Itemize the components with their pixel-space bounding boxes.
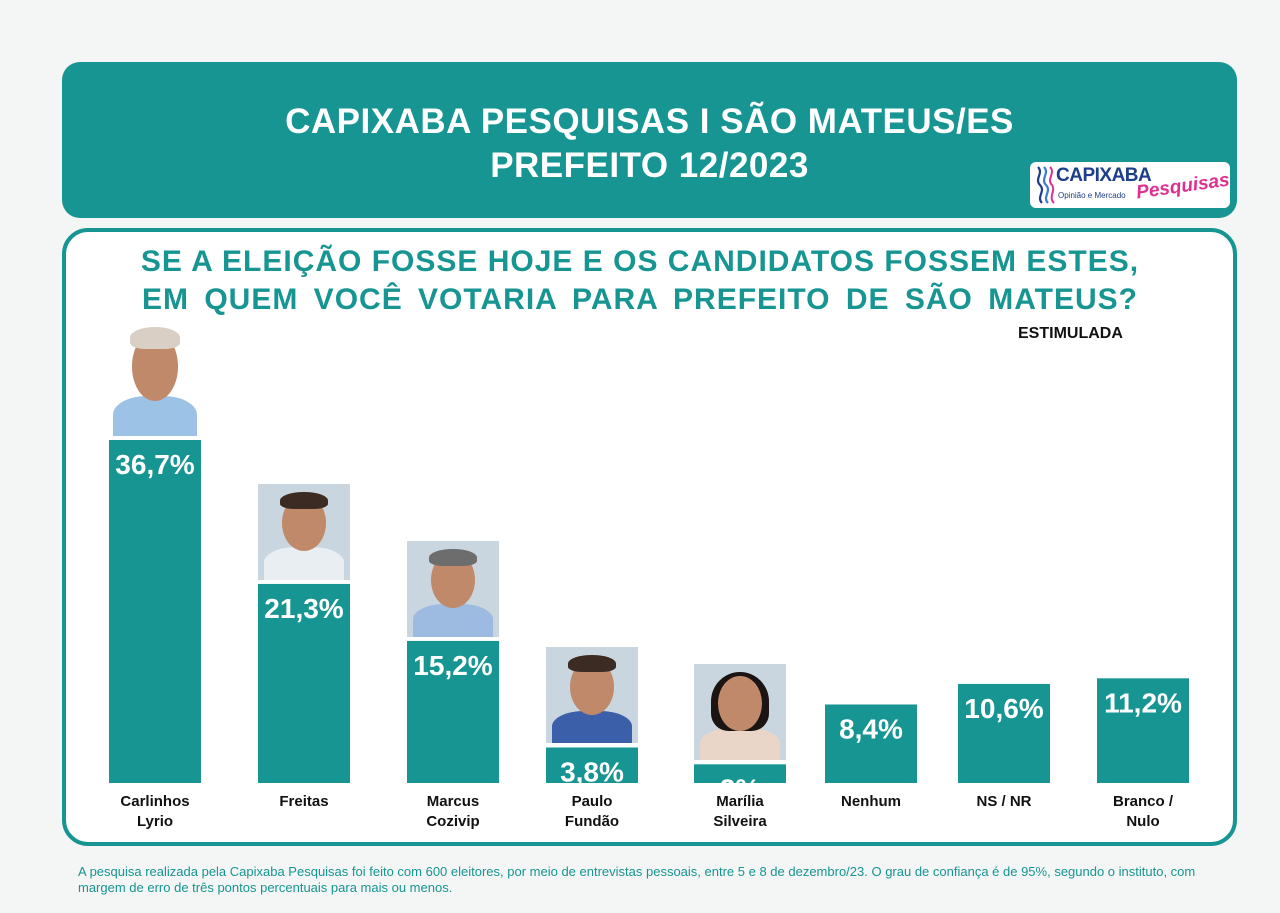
candidate-shirt bbox=[112, 395, 198, 436]
category-label-line: Branco / bbox=[1112, 793, 1173, 810]
category-label-7: Branco / Nulo bbox=[1073, 792, 1213, 832]
bar-7 bbox=[1097, 678, 1189, 783]
capixaba-logo: CAPIXABA Pesquisas Opinião e Mercado bbox=[1030, 162, 1231, 208]
category-label-line: Marcus bbox=[426, 793, 480, 810]
bar-4 bbox=[694, 764, 786, 783]
candidate-shirt bbox=[263, 547, 345, 580]
bar-value-label-2: 15,2% bbox=[413, 650, 492, 681]
candidate-face bbox=[717, 675, 763, 732]
category-label-3: Paulo Fundão bbox=[522, 792, 662, 832]
category-label-0: Carlinhos Lyrio bbox=[85, 792, 225, 832]
category-label-line: Lyrio bbox=[136, 813, 174, 830]
candidate-hair bbox=[280, 491, 328, 509]
category-label-line: Nulo bbox=[1126, 813, 1160, 830]
header-subtitle: PREFEITO 12/2023 bbox=[490, 146, 809, 185]
category-label-1: Freitas bbox=[234, 792, 374, 812]
question-type: ESTIMULADA bbox=[1018, 325, 1123, 342]
bar-value-label-1: 21,3% bbox=[264, 593, 343, 624]
bar-0 bbox=[109, 440, 201, 783]
logo-waves-icon bbox=[1036, 166, 1055, 204]
category-label-5: Nenhum bbox=[801, 792, 941, 812]
category-label-line: Paulo bbox=[571, 793, 613, 810]
candidate-photo-3 bbox=[546, 647, 638, 744]
candidate-hair bbox=[568, 655, 616, 673]
bar-value-label-0: 36,7% bbox=[115, 449, 194, 480]
candidate-shirt bbox=[699, 727, 781, 761]
bar-6 bbox=[958, 683, 1050, 783]
bar-value-label-3: 3,8% bbox=[560, 756, 624, 787]
question-line-1: SE A ELEIÇÃO FOSSE HOJE E OS CANDIDATOS … bbox=[140, 245, 1140, 278]
logo-brand: CAPIXABA bbox=[1056, 165, 1152, 186]
category-label-line: NS / NR bbox=[976, 793, 1032, 810]
bar-value-label-7: 11,2% bbox=[1104, 687, 1182, 718]
candidate-photo-1 bbox=[258, 483, 350, 580]
category-label-line: Freitas bbox=[279, 793, 329, 810]
bar-value-label-5: 8,4% bbox=[839, 713, 903, 744]
candidate-photo-2 bbox=[407, 540, 499, 637]
candidate-hair bbox=[130, 327, 180, 349]
category-label-2: Marcus Cozivip bbox=[383, 792, 523, 832]
category-label-6: NS / NR bbox=[934, 792, 1074, 812]
bar-value-label-4: 2% bbox=[720, 773, 761, 804]
category-label-line: Marília bbox=[716, 793, 764, 810]
candidate-shirt bbox=[412, 604, 494, 637]
logo-tagline: Opinião e Mercado bbox=[1058, 191, 1126, 200]
candidate-hair bbox=[429, 548, 477, 566]
category-label-line: Fundão bbox=[564, 813, 620, 830]
bar-5 bbox=[825, 704, 917, 783]
category-label-line: Cozivip bbox=[426, 813, 480, 830]
methodology-note: A pesquisa realizada pela Capixaba Pesqu… bbox=[78, 864, 1196, 895]
bar-1 bbox=[258, 583, 350, 783]
candidate-shirt bbox=[551, 710, 633, 744]
category-label-line: Carlinhos bbox=[120, 793, 190, 810]
candidate-photo-4 bbox=[694, 664, 786, 761]
category-label-4: Marília Silveira bbox=[670, 792, 810, 832]
category-label-line: Silveira bbox=[713, 813, 767, 830]
category-label-line: Nenhum bbox=[841, 793, 901, 810]
bar-value-label-6: 10,6% bbox=[964, 693, 1043, 724]
bar-2 bbox=[407, 640, 499, 783]
question-line-2: EM QUEM VOCÊ VOTARIA PARA PREFEITO DE SÃ… bbox=[142, 283, 1138, 316]
bar-3 bbox=[546, 747, 638, 783]
header-banner: CAPIXABA PESQUISAS I SÃO MATEUS/ES PREFE… bbox=[62, 62, 1237, 218]
header-title: CAPIXABA PESQUISAS I SÃO MATEUS/ES bbox=[285, 102, 1014, 141]
candidate-photo-0 bbox=[107, 318, 203, 436]
